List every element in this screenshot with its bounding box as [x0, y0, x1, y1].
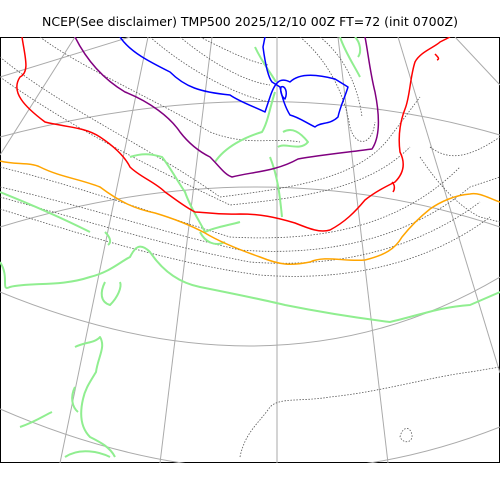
coastline: [339, 37, 361, 78]
contour-orange: [0, 160, 500, 266]
isotherm-line: [0, 208, 491, 277]
map-title: NCEP(See disclaimer) TMP500 2025/12/10 0…: [41, 14, 458, 29]
isotherm-line: [399, 428, 413, 443]
graticule: [0, 37, 500, 463]
contour-blue: [119, 37, 349, 128]
latitude-line: [0, 408, 500, 463]
coastline: [0, 245, 500, 323]
map-frame: [0, 37, 500, 463]
isotherm-line: [39, 37, 301, 143]
meridian-line: [59, 37, 149, 463]
coastlines: [0, 37, 500, 458]
contours: [0, 37, 500, 266]
isotherm-line: [0, 56, 421, 198]
isotherm-line: [149, 37, 271, 103]
isotherm-line: [319, 37, 363, 118]
coastline: [214, 91, 276, 163]
coastline: [74, 336, 116, 458]
coastline: [100, 281, 122, 306]
contour-blue-small: [280, 85, 287, 100]
contour-red-small: [434, 53, 440, 61]
contour-red-small: [391, 181, 396, 193]
coastline: [129, 153, 241, 233]
temperature-map: [0, 37, 500, 463]
coastline: [71, 386, 79, 413]
coastline: [354, 37, 362, 58]
coastline: [269, 156, 283, 218]
meridian-line: [0, 37, 131, 78]
isotherm-line: [429, 136, 500, 157]
latitude-line: [0, 276, 500, 347]
latitude-line: [0, 186, 500, 228]
isotherms: [0, 37, 500, 458]
coastline: [199, 231, 226, 245]
meridian-line: [454, 37, 500, 86]
meridian-line: [397, 37, 500, 374]
coastline: [64, 450, 111, 458]
coastline: [0, 191, 91, 233]
isotherm-line: [0, 176, 500, 252]
coastline: [19, 411, 53, 428]
meridian-line: [159, 37, 213, 463]
meridian-line: [0, 37, 76, 156]
coastline: [277, 129, 309, 148]
isotherm-line: [0, 166, 461, 239]
isotherm-line: [199, 37, 269, 66]
contour-red: [16, 37, 451, 232]
contour-purple: [74, 37, 380, 178]
meridian-line: [337, 37, 389, 463]
isotherm-line: [239, 366, 500, 458]
coastline: [104, 231, 112, 246]
isotherm-line: [179, 37, 271, 86]
isotherm-line: [0, 76, 411, 206]
latitude-line: [0, 101, 500, 138]
isotherm-line: [0, 196, 481, 264]
